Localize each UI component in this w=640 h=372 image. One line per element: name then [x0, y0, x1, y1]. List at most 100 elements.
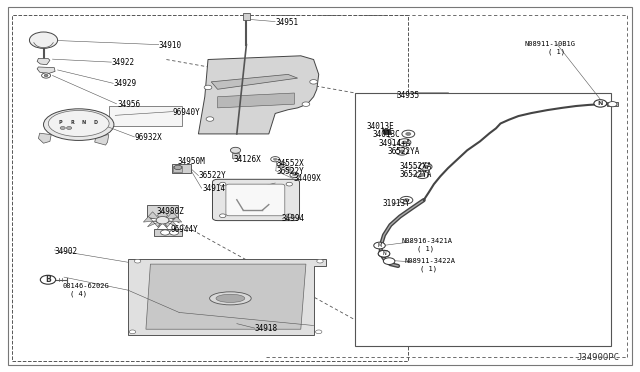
Text: 34935: 34935 [397, 92, 420, 100]
Circle shape [383, 258, 395, 264]
Text: D: D [93, 119, 97, 125]
Circle shape [292, 174, 296, 176]
Polygon shape [383, 129, 392, 135]
Text: 34951: 34951 [275, 18, 298, 27]
Circle shape [423, 165, 428, 168]
Text: 36522YA: 36522YA [388, 147, 420, 156]
Text: 96932X: 96932X [134, 133, 162, 142]
Text: 36522Y: 36522Y [276, 167, 304, 176]
Text: N: N [82, 119, 86, 125]
Polygon shape [146, 264, 306, 329]
Text: R: R [70, 119, 74, 125]
Polygon shape [37, 58, 50, 65]
Polygon shape [163, 212, 178, 220]
Polygon shape [607, 102, 618, 106]
Text: P: P [59, 119, 63, 125]
Circle shape [161, 230, 170, 235]
Circle shape [134, 259, 141, 263]
Circle shape [420, 173, 425, 176]
Circle shape [220, 214, 226, 218]
Circle shape [310, 80, 317, 84]
Polygon shape [173, 166, 182, 172]
Circle shape [60, 126, 65, 129]
Circle shape [594, 100, 607, 107]
Circle shape [419, 163, 432, 170]
Text: 34552X: 34552X [276, 159, 304, 168]
Ellipse shape [209, 292, 251, 305]
Text: N08911-10B1G: N08911-10B1G [525, 41, 576, 47]
Circle shape [273, 158, 277, 160]
Text: 08146-6202G: 08146-6202G [63, 283, 109, 289]
Circle shape [317, 259, 323, 263]
Circle shape [44, 74, 48, 77]
Text: ( 1): ( 1) [420, 265, 437, 272]
Polygon shape [143, 217, 163, 222]
Text: 34409X: 34409X [293, 174, 321, 183]
Polygon shape [211, 74, 298, 89]
Text: 34552XA: 34552XA [400, 162, 433, 171]
Polygon shape [154, 229, 182, 236]
Text: 34950M: 34950M [178, 157, 205, 166]
Polygon shape [163, 217, 182, 222]
Circle shape [378, 250, 390, 257]
Circle shape [416, 171, 429, 179]
Circle shape [42, 73, 51, 78]
Text: ( 1): ( 1) [417, 245, 435, 252]
Circle shape [67, 126, 72, 129]
Ellipse shape [44, 109, 114, 140]
Text: 34126X: 34126X [234, 155, 261, 164]
Circle shape [271, 157, 280, 162]
Circle shape [396, 148, 408, 155]
Polygon shape [95, 135, 109, 145]
Circle shape [398, 139, 411, 146]
Text: 34918: 34918 [255, 324, 278, 333]
FancyBboxPatch shape [212, 179, 300, 221]
Text: 34914: 34914 [202, 184, 225, 193]
Circle shape [220, 182, 226, 186]
Circle shape [399, 150, 404, 153]
Text: J3490OPC: J3490OPC [577, 353, 620, 362]
Text: 36522YA: 36522YA [400, 170, 433, 179]
Polygon shape [147, 212, 163, 220]
Bar [12, 15, 408, 361]
Polygon shape [157, 220, 168, 229]
Text: 34980Z: 34980Z [157, 207, 184, 216]
Circle shape [280, 163, 284, 166]
Circle shape [404, 199, 409, 202]
Polygon shape [147, 205, 178, 218]
Text: 34914+A: 34914+A [379, 139, 412, 148]
Text: 34013E: 34013E [366, 122, 394, 131]
Text: 34013C: 34013C [372, 130, 400, 139]
Polygon shape [157, 210, 168, 220]
Text: 34994: 34994 [282, 214, 305, 223]
Circle shape [40, 275, 56, 284]
Polygon shape [37, 67, 55, 74]
Circle shape [608, 102, 617, 107]
Circle shape [206, 117, 214, 121]
Polygon shape [218, 93, 294, 108]
Polygon shape [147, 220, 163, 227]
Polygon shape [163, 220, 178, 227]
Text: 34910: 34910 [159, 41, 182, 50]
Polygon shape [198, 56, 319, 134]
Bar [109, 106, 182, 126]
Circle shape [402, 141, 407, 144]
Circle shape [402, 130, 415, 138]
Text: N: N [382, 251, 386, 256]
Circle shape [204, 85, 212, 90]
Circle shape [287, 169, 291, 171]
Text: 96944Y: 96944Y [171, 225, 198, 234]
Circle shape [400, 196, 413, 204]
Circle shape [129, 330, 136, 334]
Text: 34956: 34956 [117, 100, 140, 109]
Circle shape [302, 102, 310, 106]
Circle shape [378, 250, 390, 257]
Text: 34929: 34929 [114, 79, 137, 88]
Circle shape [316, 330, 322, 334]
Text: ( 1): ( 1) [548, 48, 565, 55]
Circle shape [286, 214, 292, 218]
Bar [232, 153, 239, 158]
Circle shape [277, 162, 286, 167]
Text: N08916-3421A: N08916-3421A [402, 238, 453, 244]
Circle shape [374, 242, 385, 249]
